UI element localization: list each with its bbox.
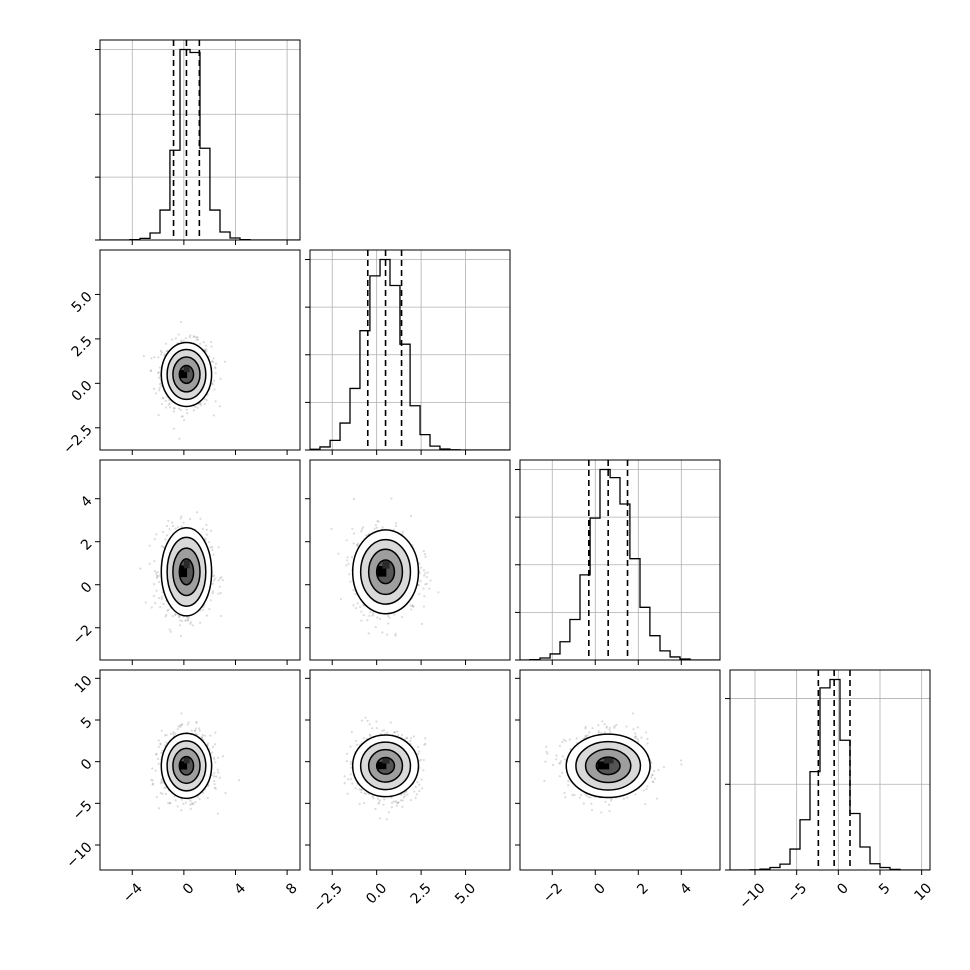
contour-line [367, 548, 404, 596]
contour-line [178, 755, 195, 776]
contour-line [375, 559, 396, 585]
panel-frame [309, 459, 511, 661]
x-tick-label: 8 [283, 880, 301, 898]
density-panel-0-1 [99, 249, 301, 451]
histogram-panel-3 [725, 669, 931, 871]
histogram-panel-1 [305, 249, 511, 451]
x-tick-label: 0.0 [363, 880, 390, 907]
panel-frame [519, 459, 721, 661]
x-tick-label: 0 [834, 880, 852, 898]
y-tick-label: 0 [78, 756, 96, 774]
panel-frame [99, 669, 301, 871]
contour-line [166, 348, 207, 401]
contour-line [172, 547, 201, 597]
y-tick-label: 5 [78, 714, 96, 732]
contour-line [178, 364, 195, 385]
x-tick-label: 4 [677, 880, 695, 898]
y-tick-label: 10 [72, 673, 96, 697]
density-core [183, 560, 190, 569]
histogram-step-line [730, 678, 930, 870]
density-panel-2-3 [519, 669, 721, 871]
y-tick-label: 5.0 [69, 289, 96, 316]
contour-line [166, 740, 207, 792]
contour-line [178, 558, 195, 586]
x-tick-label: 0 [180, 880, 198, 898]
contour-line [595, 756, 621, 776]
panel-frame [99, 249, 301, 451]
density-core [377, 565, 387, 577]
density-layers [543, 712, 683, 814]
density-core [183, 366, 190, 373]
x-tick-label: −2.5 [310, 880, 345, 915]
contour-line [565, 733, 651, 799]
contour-line [172, 747, 201, 785]
density-panel-1-2 [309, 459, 511, 661]
y-tick-label: 4 [78, 493, 96, 511]
x-tick-label: −4 [120, 880, 146, 906]
panel-frame [519, 669, 721, 871]
x-tick-label: 5.0 [452, 880, 479, 907]
contour-line [160, 732, 213, 800]
x-tick-label: 10 [911, 880, 935, 904]
y-tick-label: 2 [78, 536, 96, 554]
density-core [377, 761, 387, 770]
panel-frame [729, 669, 931, 871]
x-tick-label: −2 [540, 880, 566, 906]
x-tick-label: 4 [231, 880, 249, 898]
density-layers [330, 497, 440, 637]
density-layers [343, 716, 427, 821]
density-core [382, 561, 390, 569]
density-core [603, 757, 614, 764]
y-tick-label: 2.5 [69, 333, 96, 360]
density-core [180, 370, 188, 379]
contour-line [584, 748, 632, 784]
panel-frame [309, 249, 511, 451]
density-core [180, 761, 188, 770]
density-panel-0-2 [99, 459, 301, 661]
histogram-panel-0 [95, 39, 301, 241]
contour-line [172, 356, 201, 393]
y-tick-label: −5 [70, 798, 96, 824]
contour-line [160, 341, 213, 408]
panel-frame [309, 669, 511, 871]
density-panel-1-3 [309, 669, 511, 871]
x-tick-label: 2.5 [408, 880, 435, 907]
density-layers [139, 511, 224, 638]
y-tick-label: 0 [78, 579, 96, 597]
density-panel-0-3 [99, 669, 301, 871]
contour-line [359, 538, 412, 605]
contour-line [367, 748, 404, 783]
contour-line [575, 740, 642, 791]
density-core [180, 565, 188, 578]
x-tick-label: 2 [634, 880, 652, 898]
density-core [597, 761, 610, 770]
contour-line [166, 536, 207, 607]
contour-line [351, 529, 420, 615]
contour-line [359, 741, 412, 791]
y-tick-label: −2 [70, 622, 96, 648]
density-layers [150, 712, 241, 815]
density-core [183, 757, 190, 764]
density-core [382, 758, 390, 764]
y-tick-label: 0.0 [69, 378, 96, 405]
panel-frame [99, 39, 301, 241]
density-layers [142, 320, 227, 440]
y-tick-label: −2.5 [60, 422, 95, 457]
x-tick-label: 5 [876, 880, 894, 898]
histogram-panel-2 [515, 459, 721, 661]
x-tick-label: −10 [736, 880, 768, 912]
y-tick-label: −10 [63, 839, 95, 871]
x-tick-label: −5 [784, 880, 810, 906]
panel-frame [99, 459, 301, 661]
x-tick-label: 0 [591, 880, 609, 898]
contour-line [160, 526, 213, 617]
histogram-step-line [520, 468, 720, 660]
contour-line [351, 734, 420, 798]
contour-line [375, 756, 396, 775]
